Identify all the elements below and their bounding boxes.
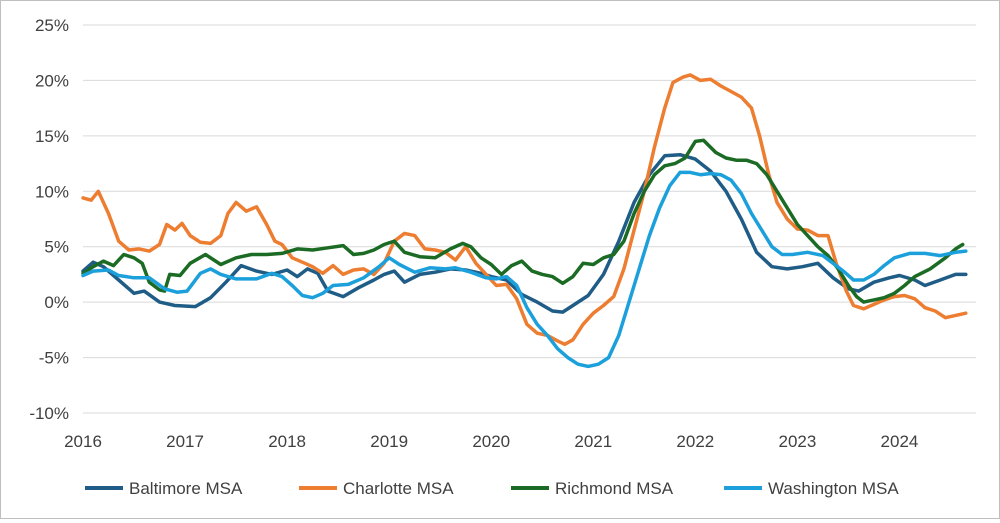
y-tick-label: -5% (39, 349, 69, 368)
legend-label: Richmond MSA (555, 479, 674, 498)
y-tick-label: 20% (35, 71, 69, 90)
series-line-richmond-msa (81, 138, 965, 304)
y-axis: -10% -5% 0% 5% 10% 15% 20% 25% (29, 16, 69, 423)
gridlines (83, 24, 976, 414)
y-tick-label: -10% (29, 404, 69, 423)
series-line-charlotte-msa (81, 73, 968, 347)
y-tick-label: 5% (44, 238, 69, 257)
y-tick-label: 0% (44, 293, 69, 312)
x-tick-label: 2018 (268, 432, 306, 451)
x-tick-label: 2021 (574, 432, 612, 451)
series-line-baltimore-msa (81, 152, 968, 314)
y-tick-label: 15% (35, 127, 69, 146)
x-tick-label: 2022 (676, 432, 714, 451)
x-tick-label: 2024 (881, 432, 919, 451)
series-line-washington-msa (81, 170, 968, 369)
legend-label: Charlotte MSA (343, 479, 454, 498)
x-tick-label: 2020 (472, 432, 510, 451)
y-tick-label: 25% (35, 16, 69, 35)
y-tick-label: 10% (35, 182, 69, 201)
x-tick-label: 2023 (778, 432, 816, 451)
legend-label: Washington MSA (768, 479, 899, 498)
x-tick-label: 2017 (166, 432, 204, 451)
x-tick-label: 2019 (370, 432, 408, 451)
legend: Baltimore MSA Charlotte MSA Richmond MSA Wa… (85, 479, 899, 498)
x-axis: 2016 2017 2018 2019 2020 2021 2022 2023 2024 (64, 432, 918, 451)
legend-label: Baltimore MSA (129, 479, 243, 498)
x-tick-label: 2016 (64, 432, 102, 451)
plot-area (81, 73, 968, 369)
